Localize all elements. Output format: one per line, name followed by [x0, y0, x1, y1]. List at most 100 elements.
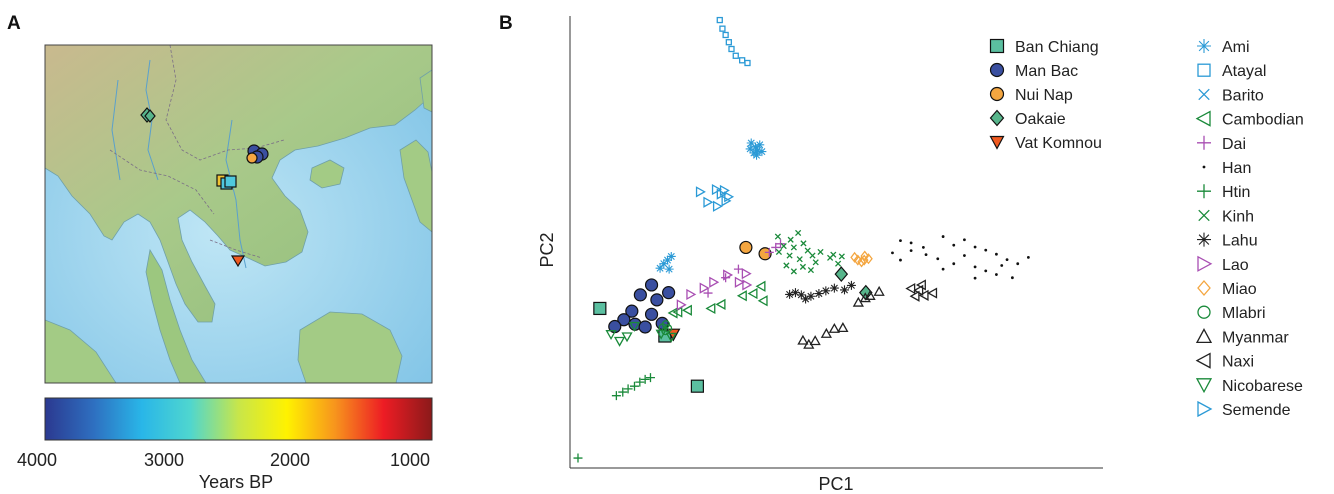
- point-lao-4: [723, 269, 734, 281]
- series-lahu: [785, 280, 856, 304]
- colorbar-tick-0: 4000: [17, 450, 57, 470]
- legend-marker-nicobarese: [1195, 378, 1213, 394]
- legend-marker-vat-komnou: [989, 135, 1005, 150]
- point-nicobarese-2: [621, 332, 633, 343]
- point-myanmar-9: [873, 285, 885, 296]
- point-kinh-5: [800, 240, 807, 247]
- point-han-18: [984, 269, 988, 273]
- point-semende-3: [703, 196, 714, 208]
- series-nui-nap: [739, 240, 772, 261]
- x-axis-label: PC1: [818, 474, 853, 494]
- point-lao-6: [741, 268, 752, 280]
- point-lahu-0: [785, 289, 795, 299]
- point-ami-2: [753, 145, 763, 155]
- point-man-bac-10: [638, 320, 652, 334]
- point-miao-5: [860, 250, 870, 262]
- point-htin-1: [611, 391, 621, 401]
- legend-item-naxi: Naxi: [1195, 352, 1254, 371]
- map: [44, 44, 433, 384]
- legend-marker-ban-chiang: [989, 38, 1005, 54]
- point-naxi-4: [905, 282, 916, 295]
- point-kinh-7: [809, 252, 816, 259]
- point-lahu-1: [790, 288, 800, 298]
- legend-item-kinh: Kinh: [1198, 208, 1254, 225]
- point-naxi-0: [909, 290, 920, 302]
- point-kinh-1: [780, 242, 787, 250]
- point-atayal-4: [728, 45, 735, 53]
- point-myanmar-4: [828, 322, 840, 333]
- legend-marker-dai: [1197, 135, 1211, 150]
- legend-item-ami: Ami: [1197, 39, 1250, 56]
- map-land-borneo: [297, 311, 403, 383]
- legend-item-han: Han: [1202, 160, 1251, 177]
- legend-label-oakaie: Oakaie: [1015, 111, 1066, 128]
- point-kinh-13: [817, 248, 824, 256]
- point-semende-5: [712, 200, 723, 212]
- legend-item-myanmar: Myanmar: [1195, 328, 1289, 346]
- legend-label-atayal: Atayal: [1222, 63, 1266, 80]
- point-nicobarese-3: [628, 321, 641, 332]
- point-naxi-3: [927, 287, 938, 299]
- point-dai-0: [703, 288, 713, 298]
- map-land-taiwan: [419, 69, 432, 113]
- point-man-bac-6: [644, 307, 659, 321]
- legend-marker-semende: [1197, 400, 1213, 418]
- legend-marker-cambodian: [1195, 110, 1211, 127]
- legend-marker-atayal: [1197, 63, 1211, 77]
- point-kinh-20: [838, 253, 845, 260]
- series-ami: [655, 138, 767, 274]
- point-htin-4: [629, 381, 639, 391]
- point-han-4: [952, 243, 956, 247]
- point-nicobarese-5: [665, 332, 677, 343]
- point-han-14: [936, 257, 940, 261]
- point-ami-7: [752, 150, 762, 160]
- point-dai-4: [771, 242, 781, 252]
- legend-label-semende: Semende: [1222, 402, 1291, 419]
- legend-marker-kinh: [1198, 209, 1210, 222]
- point-kinh-9: [787, 236, 794, 243]
- legend-item-lahu: Lahu: [1197, 232, 1258, 250]
- point-han-9: [1005, 258, 1009, 262]
- point-han-7: [984, 248, 988, 252]
- legend-item-cambodian: Cambodian: [1195, 110, 1304, 129]
- legend-item-vat-komnou: Vat Komnou: [989, 135, 1102, 152]
- point-han-15: [952, 262, 956, 266]
- point-lahu-4: [806, 291, 816, 301]
- point-kinh-11: [795, 229, 802, 237]
- point-cambodian-4: [715, 298, 726, 310]
- legend-label-barito: Barito: [1222, 87, 1264, 104]
- point-htin-3: [623, 384, 633, 394]
- legend-item-atayal: Atayal: [1197, 63, 1266, 80]
- point-han-10: [1016, 262, 1020, 266]
- point-lao-2: [699, 282, 710, 294]
- point-ami-1: [750, 142, 760, 152]
- point-han-19: [995, 273, 998, 276]
- point-myanmar-0: [797, 334, 809, 345]
- point-atayal-0: [716, 16, 723, 24]
- point-kinh-19: [830, 251, 837, 258]
- legend-item-man-bac: Man Bac: [989, 62, 1078, 80]
- colorbar-tick-3: 1000: [390, 450, 430, 470]
- point-cambodian-3: [705, 302, 716, 315]
- point-lahu-9: [846, 280, 856, 290]
- legend-label-cambodian: Cambodian: [1222, 112, 1304, 129]
- legend-marker-naxi: [1195, 352, 1211, 369]
- point-cambodian-1: [681, 304, 692, 316]
- y-axis-label: PC2: [537, 232, 557, 267]
- map-site-ban-chiang: [216, 174, 237, 190]
- point-ami-0: [746, 138, 756, 148]
- point-ami-8: [659, 259, 669, 269]
- legend-item-htin: Htin: [1197, 184, 1250, 201]
- point-kinh-8: [812, 259, 819, 266]
- point-kinh-2: [786, 252, 793, 259]
- series-mlabri: [658, 320, 673, 336]
- map-land-sumatra: [45, 319, 117, 383]
- point-lahu-8: [839, 285, 849, 295]
- legend-label-han: Han: [1222, 160, 1251, 177]
- map-site-vat-komnou: [230, 255, 246, 268]
- point-oakaie-0: [834, 266, 849, 283]
- legend-label-myanmar: Myanmar: [1222, 329, 1289, 346]
- point-kinh-4: [796, 256, 803, 263]
- legend-marker-ami: [1197, 39, 1211, 53]
